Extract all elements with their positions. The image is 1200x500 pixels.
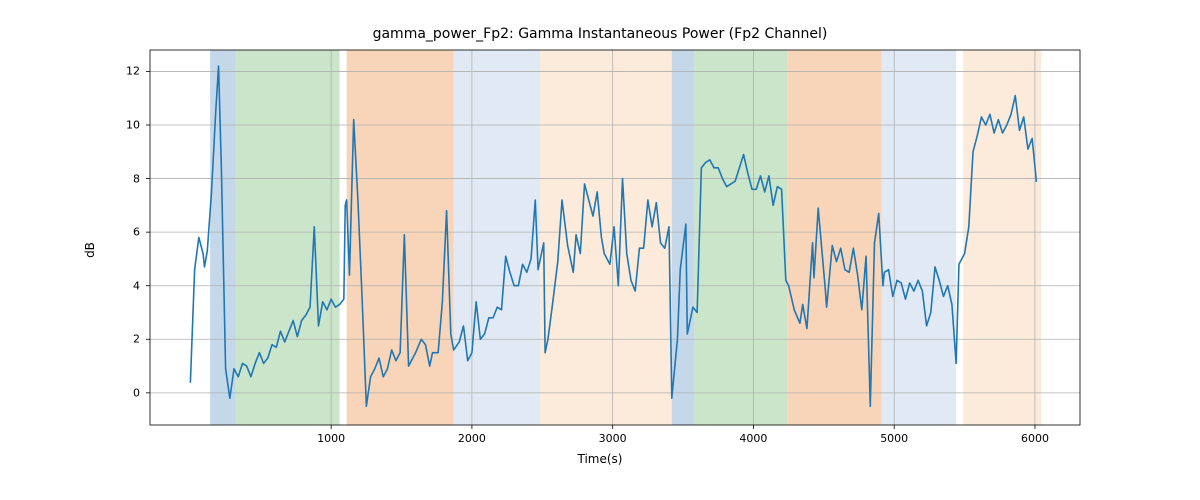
y-tick-label: 0 (133, 386, 140, 399)
band (956, 50, 963, 425)
y-tick-label: 4 (133, 279, 140, 292)
x-tick-label: 2000 (458, 432, 486, 445)
plot-area (150, 50, 1080, 425)
x-tick-label: 4000 (739, 432, 767, 445)
x-tick-label: 6000 (1021, 432, 1049, 445)
plot-svg (150, 50, 1080, 425)
y-axis-label: dB (83, 242, 97, 258)
x-axis-label: Time(s) (0, 452, 1200, 466)
y-tick-label: 6 (133, 226, 140, 239)
x-tick-label: 1000 (317, 432, 345, 445)
x-tick-label: 3000 (599, 432, 627, 445)
y-tick-label: 2 (133, 333, 140, 346)
x-tick-label: 5000 (880, 432, 908, 445)
band (694, 50, 787, 425)
band (787, 50, 881, 425)
band (235, 50, 339, 425)
chart-title: gamma_power_Fp2: Gamma Instantaneous Pow… (0, 26, 1200, 42)
band (882, 50, 957, 425)
y-tick-label: 8 (133, 172, 140, 185)
band (963, 50, 1041, 425)
band (340, 50, 347, 425)
figure: gamma_power_Fp2: Gamma Instantaneous Pow… (0, 0, 1200, 500)
y-tick-label: 12 (126, 65, 140, 78)
band (347, 50, 454, 425)
band (454, 50, 541, 425)
y-tick-label: 10 (126, 119, 140, 132)
